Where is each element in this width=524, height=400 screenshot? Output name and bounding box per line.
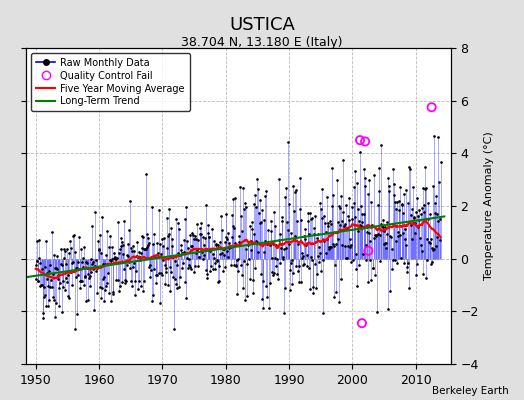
Y-axis label: Temperature Anomaly (°C): Temperature Anomaly (°C)	[484, 132, 494, 280]
Point	[364, 248, 373, 254]
Point	[358, 320, 366, 326]
Point	[356, 137, 364, 143]
Point	[428, 104, 436, 110]
Text: Berkeley Earth: Berkeley Earth	[432, 386, 508, 396]
Text: USTICA: USTICA	[229, 16, 295, 34]
Text: 38.704 N, 13.180 E (Italy): 38.704 N, 13.180 E (Italy)	[181, 36, 343, 49]
Legend: Raw Monthly Data, Quality Control Fail, Five Year Moving Average, Long-Term Tren: Raw Monthly Data, Quality Control Fail, …	[31, 53, 190, 111]
Point	[361, 138, 369, 145]
